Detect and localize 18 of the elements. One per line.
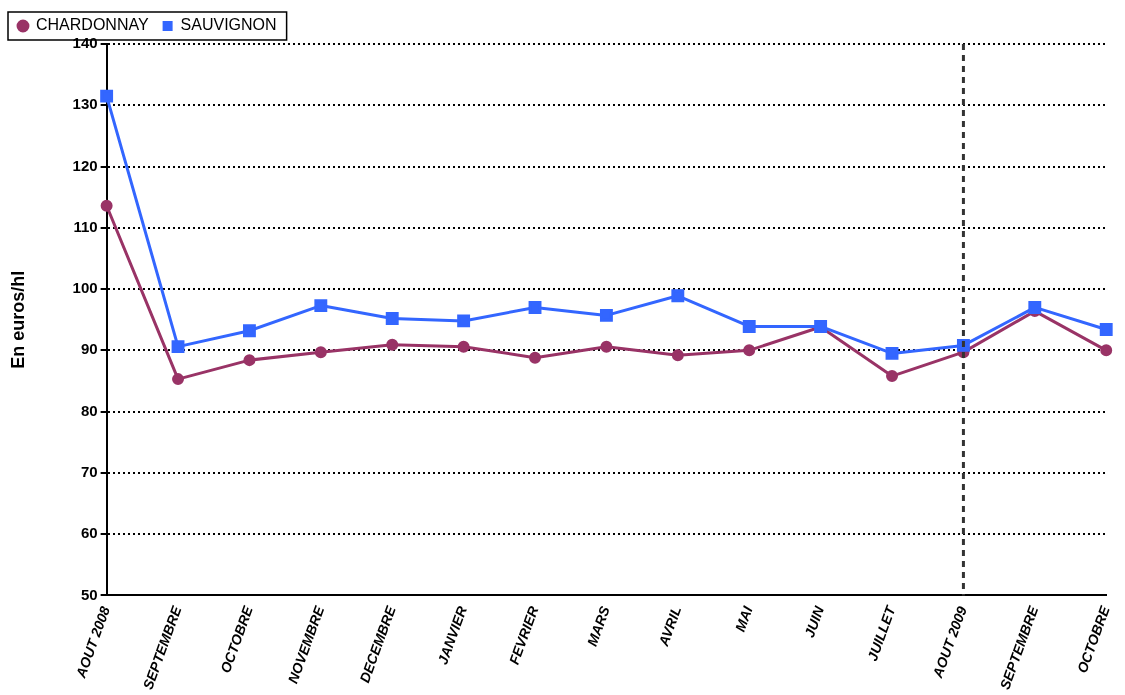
- x-tick-label: JUIN: [801, 603, 828, 640]
- y-tick-label: 110: [73, 217, 98, 235]
- y-tick-label: 80: [80, 401, 98, 419]
- y-tick-label: 70: [80, 463, 98, 480]
- y-tick-label: 120: [72, 156, 98, 174]
- legend-label: CHARDONNAY: [36, 16, 149, 34]
- y-tick-label: 130: [72, 95, 98, 113]
- x-tick-label: AVRIL: [654, 604, 685, 650]
- legend-label: SAUVIGNON: [180, 16, 277, 34]
- y-tick-label: 60: [80, 524, 98, 542]
- x-tick-label: AOUT 2009: [928, 603, 970, 681]
- y-tick-label: 50: [80, 585, 98, 603]
- x-tick-label: AOUT 2008: [72, 603, 114, 681]
- y-axis-title: En euros/hl: [7, 270, 28, 369]
- y-tick-label: 90: [80, 340, 98, 358]
- y-tick-label: 100: [72, 279, 98, 297]
- x-tick-label: MARS: [583, 603, 614, 649]
- x-tick-label: MAI: [731, 603, 757, 634]
